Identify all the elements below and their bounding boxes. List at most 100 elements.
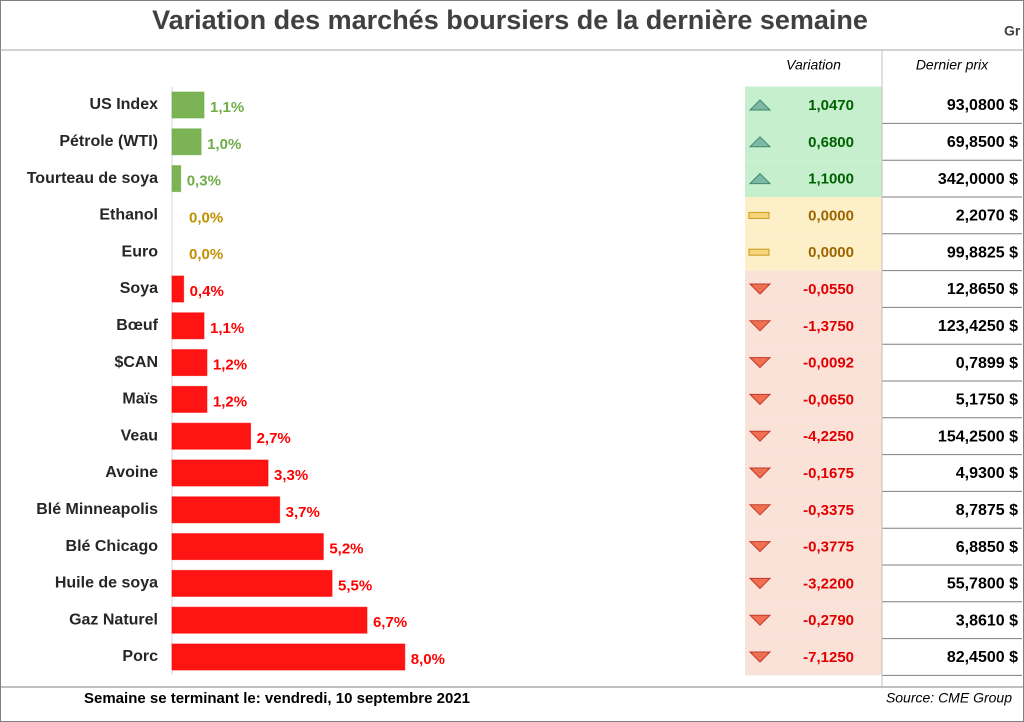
price-value: 5,1750 $: [956, 392, 1018, 409]
variation-value: 1,0470: [808, 97, 854, 114]
bar: [171, 496, 281, 524]
trend-flat-icon: [748, 211, 770, 219]
category-label: Blé Minneapolis: [36, 501, 158, 518]
category-label: US Index: [90, 96, 159, 113]
variation-value: -4,2250: [803, 428, 854, 445]
variation-value: 1,1000: [808, 171, 854, 188]
value-label: 1,2%: [213, 393, 247, 410]
bar: [171, 459, 269, 487]
category-label: Ethanol: [99, 207, 158, 224]
variation-value: -0,2790: [803, 612, 854, 629]
footer: Semaine se terminant le: vendredi, 10 se…: [84, 690, 470, 707]
variation-value: -3,2200: [803, 575, 854, 592]
bar: [171, 128, 202, 156]
bar: [171, 91, 205, 119]
value-label: 0,0%: [189, 209, 223, 226]
variation-cell: [745, 528, 882, 565]
variation-value: -0,0650: [803, 391, 854, 408]
value-label: 1,0%: [207, 136, 241, 153]
bar: [171, 275, 185, 303]
category-label: Bœuf: [116, 317, 158, 334]
value-label: 3,3%: [274, 467, 308, 484]
variation-value: -7,1250: [803, 649, 854, 666]
trend-down-icon: [748, 393, 772, 406]
variation-cell: [745, 86, 882, 124]
corner-text: Gr: [1004, 23, 1021, 39]
variation-value: -0,3375: [803, 502, 854, 519]
category-label: Avoine: [105, 464, 158, 481]
bar: [171, 165, 182, 193]
price-value: 342,0000 $: [938, 171, 1018, 188]
trend-down-icon: [748, 614, 772, 626]
price-value: 55,7800 $: [947, 576, 1018, 593]
price-value: 8,7875 $: [956, 502, 1018, 519]
variation-cell: [745, 123, 882, 161]
price-value: 82,4500 $: [947, 649, 1018, 666]
column-header: Dernier prix: [916, 57, 989, 73]
trend-down-icon: [748, 504, 772, 516]
value-label: 8,0%: [411, 651, 445, 668]
value-label: 3,7%: [286, 504, 320, 521]
value-label: 1,2%: [213, 357, 247, 374]
price-value: 12,8650 $: [947, 281, 1018, 298]
price-value: 0,7899 $: [956, 355, 1018, 372]
value-label: 5,5%: [338, 577, 372, 594]
bar: [171, 385, 208, 413]
column-header: Variation: [786, 57, 841, 73]
value-label: 1,1%: [210, 320, 244, 337]
category-label: Tourteau de soya: [27, 170, 158, 187]
variation-value: 0,6800: [808, 134, 854, 151]
trend-up-icon: [748, 136, 772, 148]
bar: [171, 533, 324, 561]
variation-value: -0,1675: [803, 465, 854, 482]
chart-title: Variation des marchés boursiers de la de…: [152, 5, 868, 35]
variation-cell: [745, 491, 882, 529]
trend-up-icon: [748, 172, 772, 185]
variation-cell: [745, 565, 882, 602]
category-label: Gaz Naturel: [69, 611, 158, 628]
price-value: 99,8825 $: [947, 244, 1018, 261]
price-value: 123,4250 $: [938, 318, 1018, 335]
price-value: 4,9300 $: [956, 465, 1018, 482]
price-value: 154,2500 $: [938, 428, 1018, 445]
value-label: 0,0%: [189, 246, 223, 263]
category-label: Soya: [120, 280, 158, 297]
variation-cell: [745, 381, 882, 418]
trend-down-icon: [748, 577, 772, 590]
variation-value: -0,3775: [803, 539, 854, 556]
value-label: 0,3%: [187, 173, 221, 190]
source: Source: CME Group: [886, 690, 1012, 706]
category-label: Huile de soya: [55, 575, 158, 592]
trend-down-icon: [748, 430, 772, 442]
trend-down-icon: [748, 467, 772, 479]
category-label: $CAN: [114, 354, 158, 371]
variation-value: -1,3750: [803, 318, 854, 335]
variation-value: -0,0550: [803, 281, 854, 298]
trend-flat-icon: [748, 248, 770, 256]
variation-cell: [745, 307, 882, 345]
category-label: Euro: [122, 243, 159, 260]
variation-value: 0,0000: [808, 244, 854, 261]
bar: [171, 422, 252, 450]
variation-cell: [745, 344, 882, 381]
variation-cell: [745, 270, 882, 308]
category-label: Blé Chicago: [66, 538, 159, 555]
variation-cell: [745, 601, 882, 639]
trend-down-icon: [748, 283, 772, 295]
category-label: Maïs: [122, 391, 158, 408]
category-label: Veau: [121, 427, 158, 444]
bar: [171, 312, 205, 340]
variation-cell: [745, 160, 882, 197]
variation-value: 0,0000: [808, 207, 854, 224]
price-value: 69,8500 $: [947, 134, 1018, 151]
category-label: Porc: [122, 648, 158, 665]
price-value: 93,0800 $: [947, 97, 1018, 114]
value-label: 6,7%: [373, 614, 407, 631]
price-value: 2,2070 $: [956, 208, 1018, 225]
bar: [171, 606, 368, 634]
category-label: Pétrole (WTI): [59, 133, 158, 150]
variation-cell: [745, 638, 882, 676]
value-label: 1,1%: [210, 99, 244, 116]
price-value: 6,8850 $: [956, 539, 1018, 556]
